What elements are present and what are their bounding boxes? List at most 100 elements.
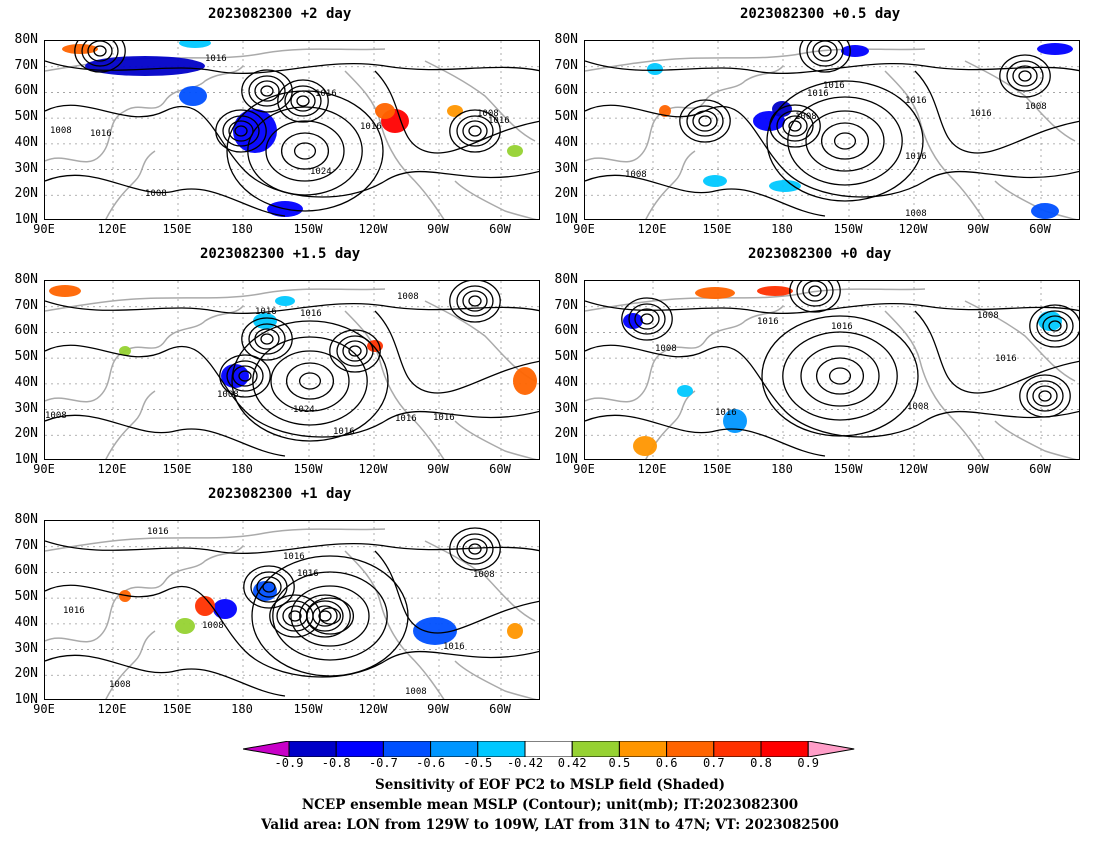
caption-contour: NCEP ensemble mean MSLP (Contour); unit(…	[301, 797, 799, 813]
mslp-contour	[81, 41, 119, 67]
contour-label: 1008	[50, 126, 72, 136]
coastline	[645, 150, 696, 219]
lat-label-p0: 80N	[554, 272, 578, 287]
mslp-contour	[248, 75, 286, 107]
coastline	[45, 288, 386, 312]
mslp-contour	[238, 370, 252, 382]
coastline	[45, 65, 244, 163]
sensitivity-patch	[213, 599, 237, 619]
sensitivity-patch	[179, 86, 207, 106]
colorbar-tick-label: -0.6	[416, 756, 446, 770]
lon-label-p1: 90E	[33, 702, 55, 716]
contour-label: 1016	[823, 81, 845, 91]
lon-label-p05: 90W	[967, 222, 989, 236]
lon-label-p0: 120E	[637, 462, 667, 476]
mslp-contour	[621, 297, 673, 341]
lon-label-p2: 180	[231, 222, 253, 236]
sensitivity-patch	[1031, 203, 1059, 219]
lon-label-p15: 180	[231, 462, 253, 476]
lon-label-p0: 60W	[1029, 462, 1051, 476]
mslp-contour	[374, 70, 539, 154]
contour-label: 1008	[477, 109, 499, 119]
colorbar-tick-label: -0.42	[506, 756, 544, 770]
lat-label-p0: 50N	[554, 349, 578, 365]
sensitivity-patch	[233, 109, 277, 153]
lon-label-p0: 90E	[573, 462, 595, 476]
mslp-contour	[1032, 385, 1058, 407]
mslp-contour	[1006, 60, 1044, 92]
mslp-contour	[1012, 65, 1038, 87]
colorbar-tick-label: -0.5	[463, 756, 493, 770]
mslp-contour	[329, 329, 381, 373]
lat-label-p1: 70N	[14, 537, 38, 553]
map-canvas: 1016 1016 1008 1008 1016 1016 1008	[585, 281, 1079, 459]
mslp-contour	[45, 414, 286, 457]
panel-title-plus1: 2023082300 +1 day	[208, 486, 352, 502]
contour-label: 1008	[625, 170, 647, 180]
sensitivity-patch	[507, 623, 523, 639]
contour-label: 1016	[63, 606, 85, 616]
colorbar-tick-label: 0.42	[557, 756, 587, 770]
mslp-contour	[449, 281, 501, 323]
mslp-contour	[1036, 310, 1074, 342]
lon-label-p05: 150W	[833, 222, 863, 236]
colorbar-segment	[666, 740, 715, 758]
lat-label-p15: 40N	[14, 374, 38, 390]
lat-label-p05: 70N	[554, 57, 578, 73]
colorbar-tick-label: -0.8	[321, 756, 351, 770]
sensitivity-patch	[175, 618, 195, 634]
mslp-contour	[788, 120, 802, 132]
lon-label-p2: 150E	[162, 222, 192, 236]
mslp-contour	[293, 142, 317, 160]
contour-label: 1016	[715, 408, 737, 418]
sensitivity-patch	[375, 103, 395, 119]
lat-label-p0: 40N	[554, 374, 578, 390]
coastline	[45, 528, 386, 552]
mslp-contour	[828, 367, 852, 385]
contour-label: 1008	[655, 344, 677, 354]
coastline	[454, 420, 537, 459]
lat-label-p1: 10N	[14, 692, 38, 707]
lat-label-p0: 60N	[554, 323, 578, 339]
contour-label: 1008	[217, 390, 239, 400]
lat-label-p15: 80N	[14, 272, 38, 287]
lat-label-p05: 60N	[554, 83, 578, 99]
mslp-contour	[1026, 380, 1064, 412]
lon-label-p2: 120E	[97, 222, 127, 236]
lon-label-p0: 150W	[833, 462, 863, 476]
mslp-contour	[585, 104, 1079, 198]
mslp-contour	[585, 344, 1079, 438]
coastline	[45, 305, 244, 403]
colorbar-segment	[335, 740, 384, 758]
mslp-contour	[45, 60, 539, 74]
lat-label-p1: 30N	[14, 640, 38, 656]
mslp-contour	[799, 41, 851, 73]
lon-label-p2: 90E	[33, 222, 55, 236]
map-canvas: 1016 1016 1016 1008 1016 1008 1016 1008 1008	[45, 521, 539, 699]
mslp-contour	[818, 45, 832, 57]
mslp-contour	[815, 357, 865, 395]
contour-label: 1008	[145, 189, 167, 199]
lon-label-p0: 180	[771, 462, 793, 476]
mslp-contour	[296, 95, 310, 107]
contour-label: 1016	[807, 89, 829, 99]
colorbar-tick-label: -0.7	[368, 756, 398, 770]
colorbar-segment	[382, 740, 432, 758]
contour-label: 1024	[310, 167, 332, 177]
sensitivity-patch	[659, 105, 671, 117]
mslp-contour	[782, 115, 808, 137]
coastline	[585, 288, 926, 312]
sensitivity-patch	[413, 617, 457, 645]
mslp-contour	[234, 125, 248, 137]
mslp-contour	[288, 610, 302, 622]
lat-label-p2: 40N	[14, 134, 38, 150]
mslp-contour	[277, 79, 329, 123]
mslp-contour	[262, 581, 276, 593]
lon-label-p05: 90E	[573, 222, 595, 236]
contour-label: 1016	[297, 569, 319, 579]
contour-label: 1016	[300, 309, 322, 319]
sensitivity-patch	[195, 596, 215, 616]
mslp-contour	[45, 174, 286, 217]
sensitivity-patch	[119, 346, 131, 356]
lon-label-p05: 60W	[1029, 222, 1051, 236]
